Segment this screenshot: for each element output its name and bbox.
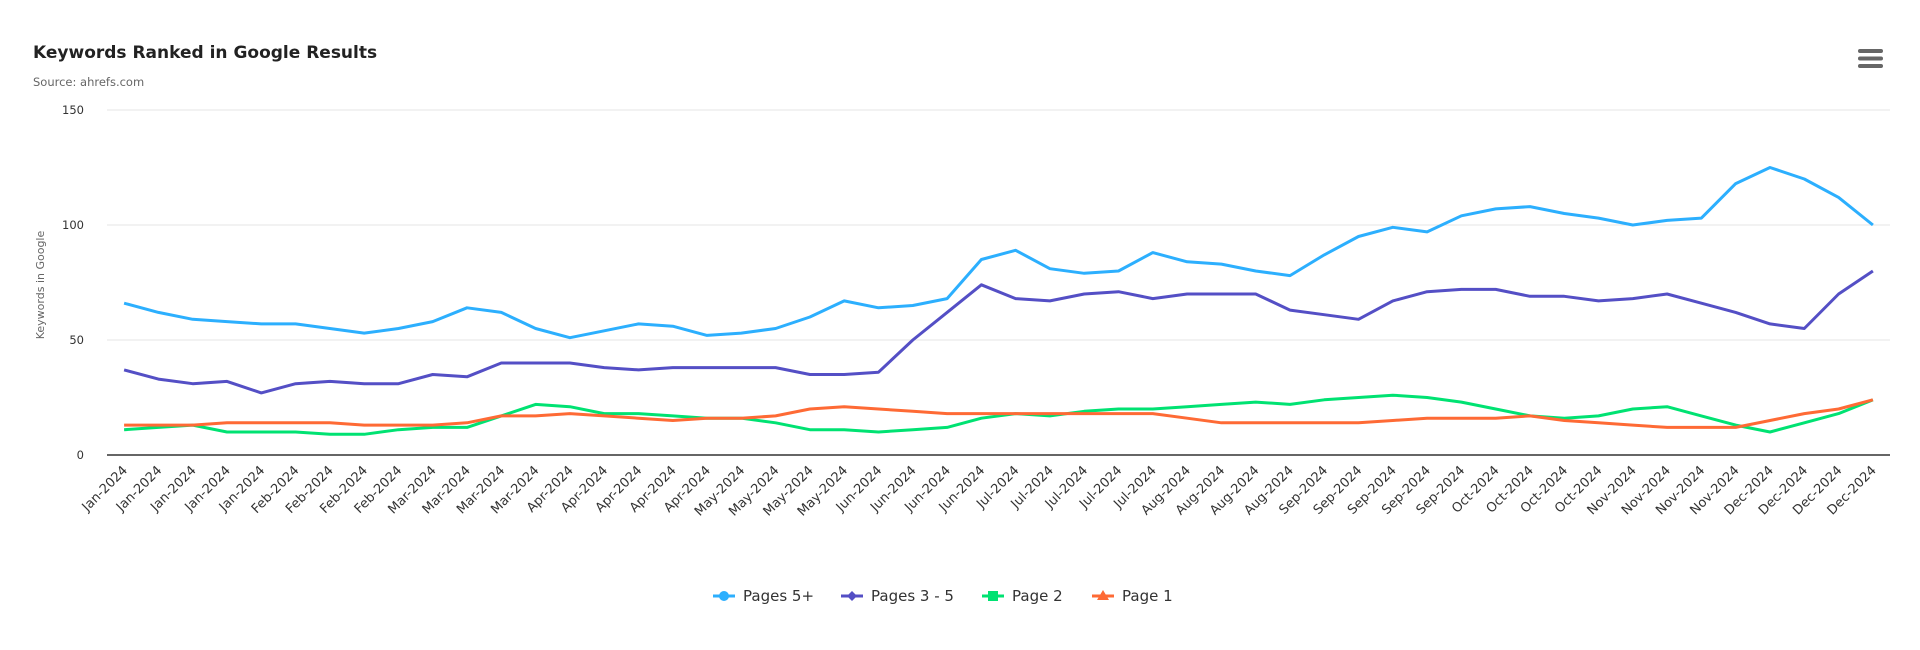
triangle-marker-icon (1097, 590, 1109, 600)
y-axis: 0 50 100 150 (62, 103, 84, 462)
legend-label: Page 2 (1012, 587, 1063, 605)
legend-item-page-2[interactable]: Page 2 (982, 587, 1063, 605)
series-group (123, 166, 1874, 436)
chart-subtitle: Source: ahrefs.com (33, 75, 144, 89)
square-marker-icon (988, 591, 998, 601)
y-tick-label: 50 (69, 333, 84, 347)
diamond-marker-icon (847, 591, 857, 601)
y-axis-title: Keywords in Google (34, 231, 47, 340)
series-line-page-1[interactable] (124, 398, 1874, 429)
hamburger-menu-icon[interactable] (1846, 36, 1886, 72)
circle-marker-icon (719, 591, 729, 601)
legend: Pages 5+ Pages 3 - 5 Page 2 Page 1 (713, 587, 1173, 605)
series-line-page-2[interactable] (123, 393, 1874, 436)
series-line-pages-5-[interactable] (123, 166, 1874, 340)
grid-lines (107, 109, 1890, 456)
legend-item-pages-3-5[interactable]: Pages 3 - 5 (841, 587, 954, 605)
x-axis: Jan-2024Jan-2024Jan-2024Jan-2024Jan-2024… (79, 463, 1880, 519)
legend-label: Page 1 (1122, 587, 1173, 605)
legend-item-page-1[interactable]: Page 1 (1092, 587, 1173, 605)
y-tick-label: 0 (77, 448, 84, 462)
legend-label: Pages 5+ (743, 587, 814, 605)
y-tick-label: 150 (62, 103, 84, 117)
y-tick-label: 100 (62, 218, 84, 232)
legend-item-pages-5-[interactable]: Pages 5+ (713, 587, 814, 605)
chart-title: Keywords Ranked in Google Results (33, 43, 377, 63)
legend-label: Pages 3 - 5 (871, 587, 954, 605)
series-line-pages-3-5[interactable] (123, 269, 1874, 395)
